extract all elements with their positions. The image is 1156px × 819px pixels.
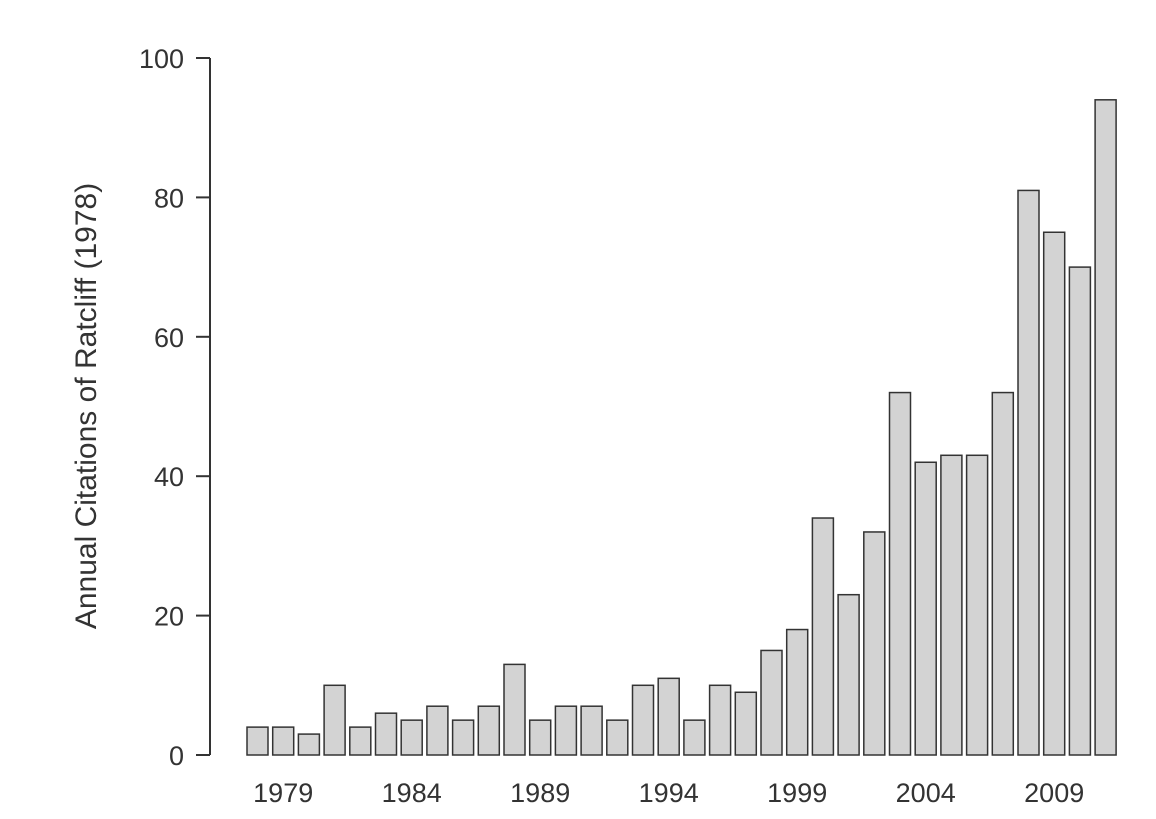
x-tick-label: 1984 bbox=[382, 778, 442, 808]
bar-2003 bbox=[888, 391, 912, 756]
bar-1987 bbox=[477, 705, 501, 756]
bar-1980 bbox=[297, 733, 321, 756]
bar-1993 bbox=[631, 684, 655, 756]
bar-1990 bbox=[554, 705, 578, 756]
y-tick-label: 80 bbox=[154, 183, 184, 213]
bar-1981 bbox=[323, 684, 346, 756]
bar-1978 bbox=[246, 726, 269, 756]
bar-1995 bbox=[683, 719, 706, 756]
x-tick-label: 2004 bbox=[896, 778, 956, 808]
x-tick-label: 2009 bbox=[1024, 778, 1084, 808]
y-axis-title: Annual Citations of Ratcliff (1978) bbox=[70, 183, 103, 629]
bar-2005 bbox=[940, 454, 963, 756]
y-axis: 0 20 40 60 80 100 bbox=[139, 44, 211, 771]
y-tick-label: 40 bbox=[154, 462, 184, 492]
bar-2002 bbox=[863, 531, 886, 756]
y-tick-label: 100 bbox=[139, 44, 184, 74]
bar-2011 bbox=[1094, 99, 1117, 756]
x-tick-label: 1989 bbox=[510, 778, 570, 808]
bar-1983 bbox=[374, 712, 398, 756]
bar-1984 bbox=[400, 719, 423, 756]
bar-1996 bbox=[708, 684, 732, 756]
bar-1998 bbox=[760, 649, 783, 756]
y-tick-label: 0 bbox=[169, 741, 184, 771]
y-tick-label: 60 bbox=[154, 323, 184, 353]
bar-1999 bbox=[785, 628, 809, 756]
bar-2007 bbox=[991, 391, 1015, 756]
bar-1979 bbox=[271, 726, 295, 756]
bar-1985 bbox=[426, 705, 449, 756]
bar-2010 bbox=[1068, 266, 1092, 756]
bar-1992 bbox=[606, 719, 629, 756]
bar-1988 bbox=[503, 663, 526, 756]
bar-1991 bbox=[580, 705, 603, 756]
y-tick-label: 20 bbox=[154, 602, 184, 632]
bars bbox=[246, 99, 1117, 756]
bar-2001 bbox=[837, 593, 860, 756]
x-tick-label: 1999 bbox=[767, 778, 827, 808]
x-tick-label: 1979 bbox=[253, 778, 313, 808]
bar-2004 bbox=[914, 461, 937, 756]
x-tick-label: 1994 bbox=[639, 778, 699, 808]
bar-2008 bbox=[1017, 189, 1040, 756]
bar-2006 bbox=[965, 454, 989, 756]
bar-1997 bbox=[734, 691, 758, 756]
bar-2009 bbox=[1042, 231, 1066, 756]
bar-1982 bbox=[349, 726, 372, 756]
x-axis: 1979 1984 1989 1994 1999 2004 2009 bbox=[253, 778, 1084, 808]
bar-1994 bbox=[657, 677, 680, 756]
bar-2000 bbox=[811, 517, 835, 756]
bar-1986 bbox=[451, 719, 475, 756]
bar-1989 bbox=[528, 719, 552, 756]
